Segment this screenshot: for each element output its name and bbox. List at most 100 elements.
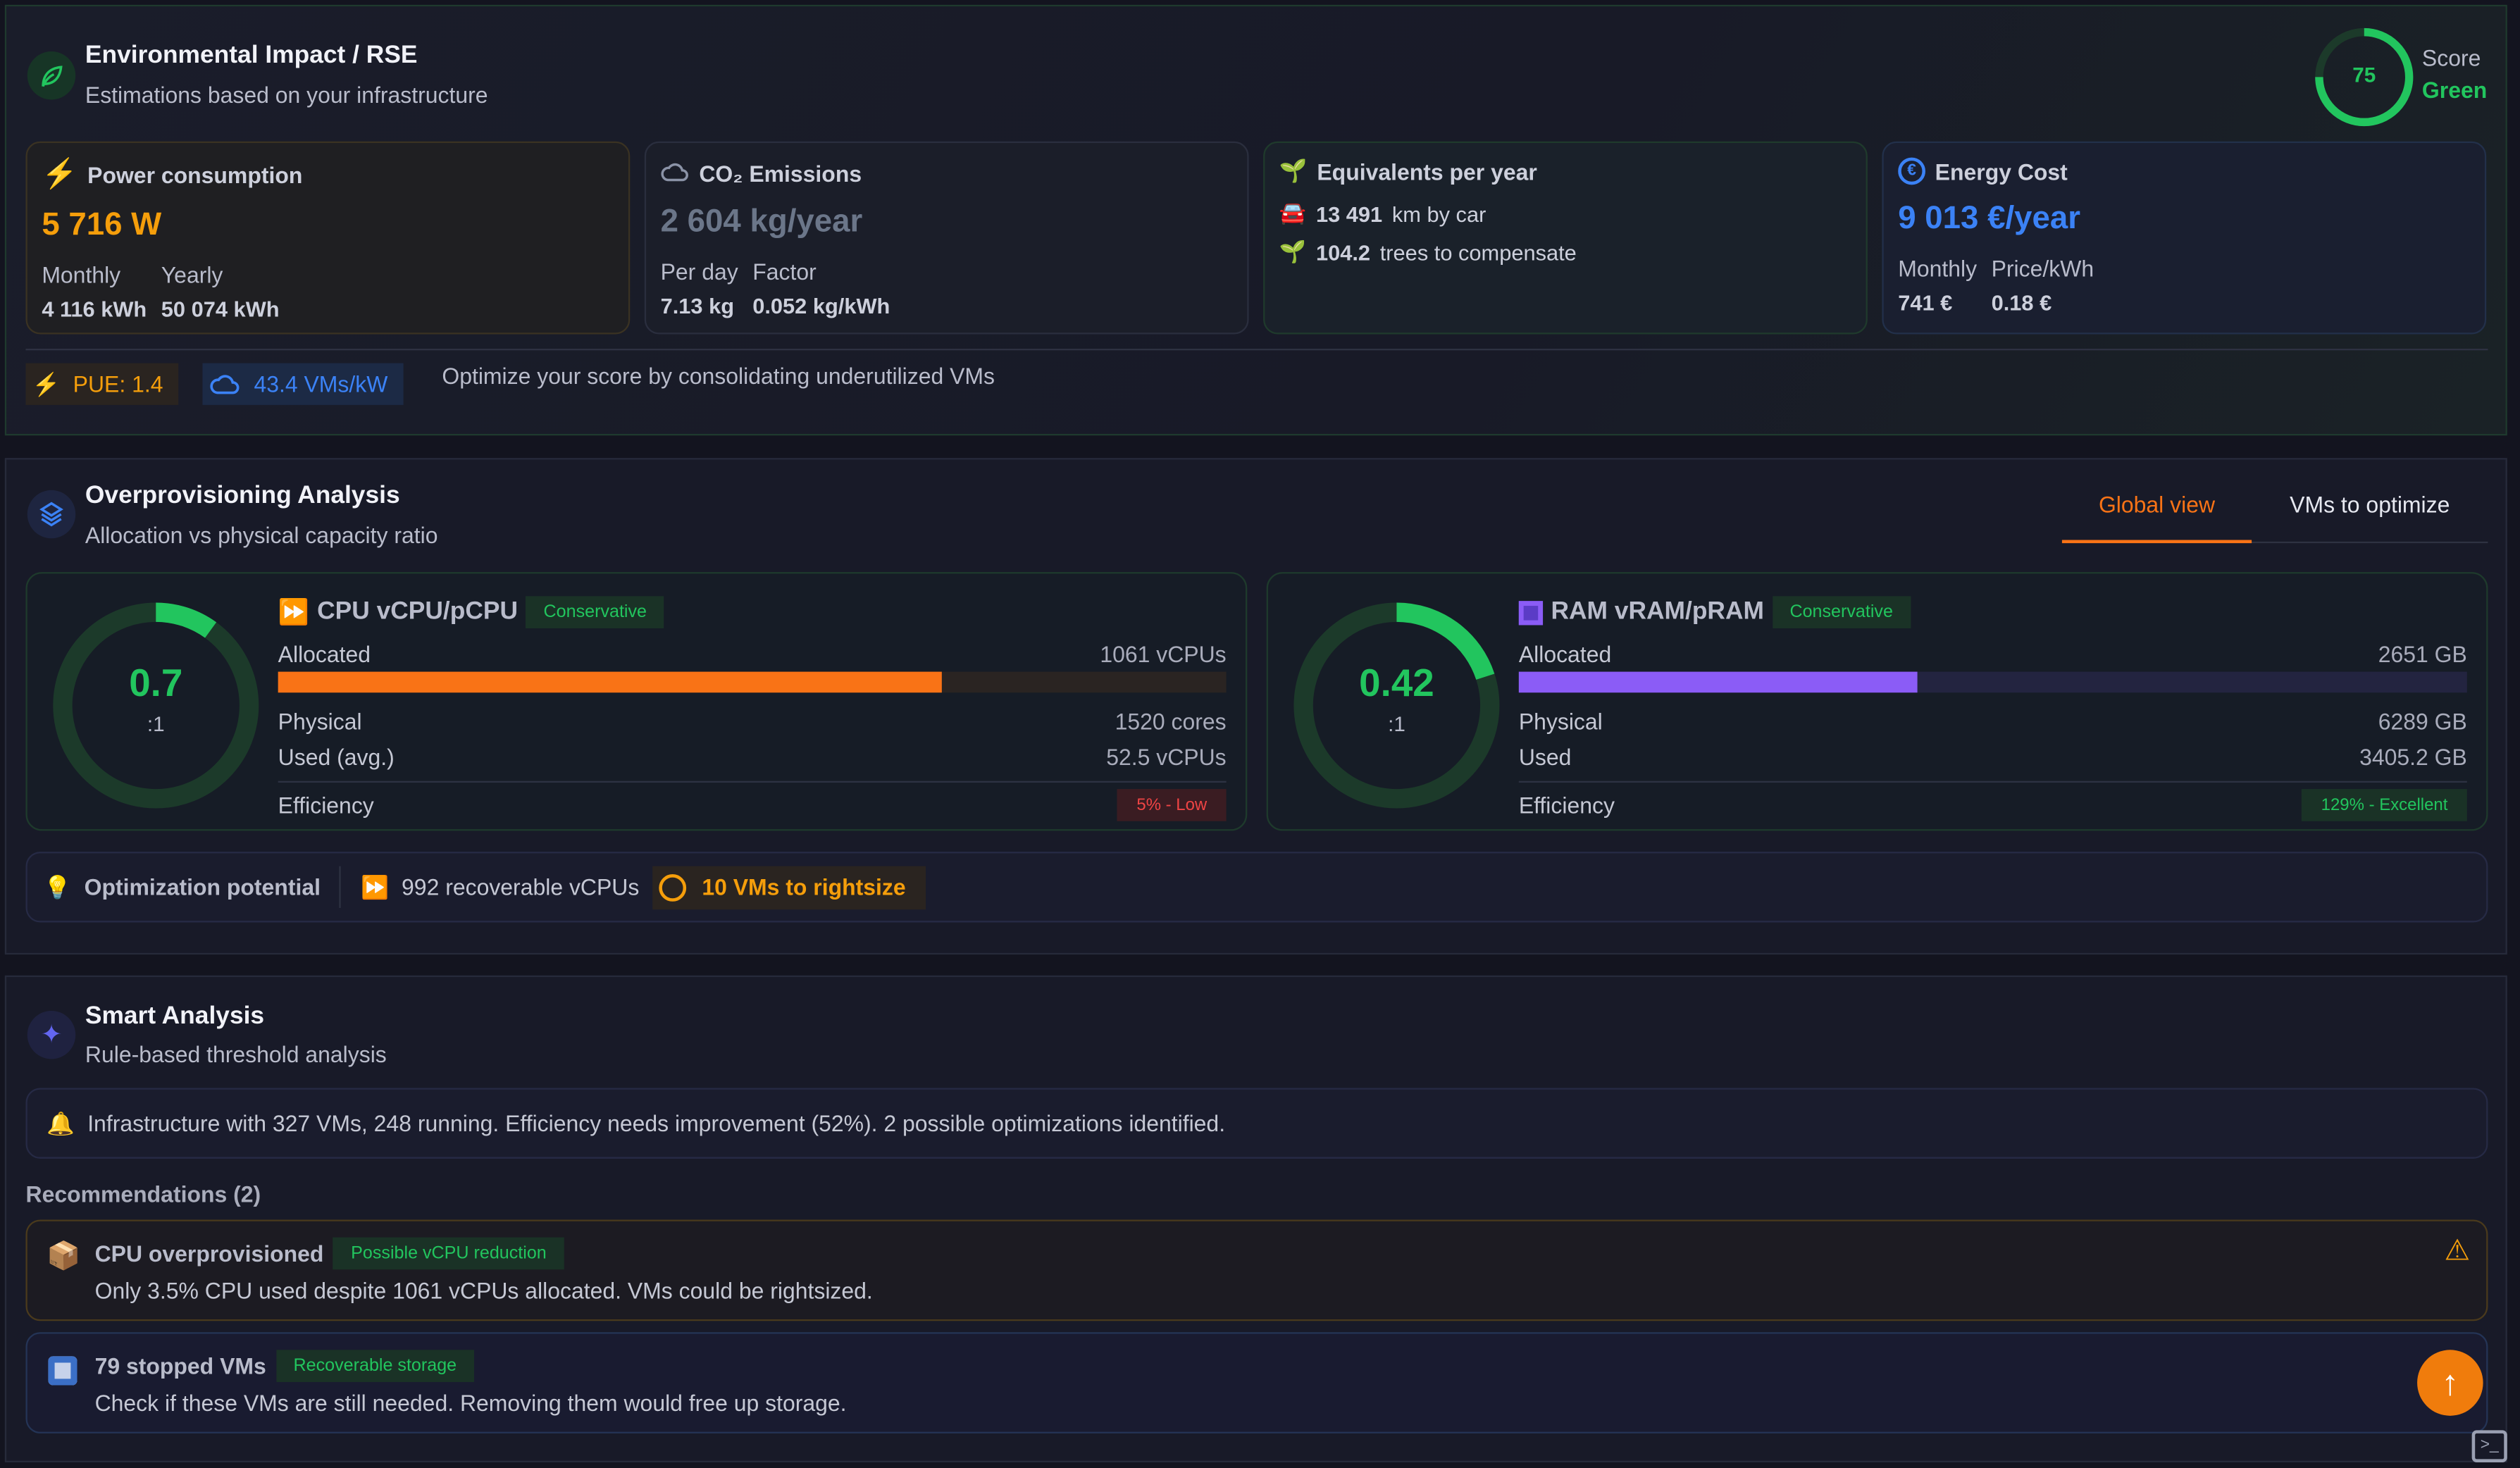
efficiency-badge: 129% - Excellent	[2302, 789, 2467, 821]
used-value: 52.5 vCPUs	[1106, 744, 1227, 770]
label: Monthly	[42, 261, 121, 288]
car-label: km by car	[1391, 201, 1486, 226]
factor-value: 0.052 kg/kWh	[752, 294, 890, 318]
summary-text: Infrastructure with 327 VMs, 248 running…	[87, 1110, 1226, 1136]
ram-ratio-value: 0.42	[1359, 661, 1434, 706]
fast-forward-icon: ⏩	[278, 598, 309, 626]
overprovisioning-section: Overprovisioning Analysis Allocation vs …	[4, 458, 2507, 955]
scroll-to-top-button[interactable]: ↑	[2417, 1350, 2483, 1416]
environmental-impact-section: Environmental Impact / RSE Estimations b…	[4, 4, 2507, 436]
rec-title: 79 stopped VMs	[94, 1352, 266, 1379]
cloud-icon	[209, 369, 242, 399]
score-ring	[2315, 27, 2414, 127]
label: Efficiency	[1518, 792, 1615, 819]
yearly-value: 50 074 kWh	[161, 297, 280, 322]
rec-description: Only 3.5% CPU used despite 1061 vCPUs al…	[94, 1277, 873, 1304]
vms-per-kw-badge: 43.4 VMs/kW	[202, 363, 404, 405]
fast-forward-icon: ⏩	[361, 873, 389, 900]
conservative-badge: Conservative	[1772, 596, 1911, 628]
ram-title: RAM vRAM/pRAM	[1551, 597, 1764, 626]
ram-ratio-gauge	[1293, 602, 1500, 809]
label: Allocated	[278, 641, 371, 667]
label: Used	[1518, 744, 1572, 770]
rightsize-badge[interactable]: 10 VMs to rightsize	[652, 865, 925, 909]
recommendation-item[interactable]: 79 stopped VMs Recoverable storage Check …	[25, 1332, 2488, 1433]
leaf-icon	[27, 51, 76, 100]
recommendation-item[interactable]: 📦 CPU overprovisioned Possible vCPU reduc…	[25, 1219, 2488, 1321]
physical-value: 6289 GB	[2378, 709, 2467, 735]
rocket-icon: 🔔	[46, 1109, 75, 1136]
section-title: Environmental Impact / RSE	[85, 42, 418, 70]
tabs-divider	[2061, 541, 2488, 544]
allocated-value: 2651 GB	[2378, 641, 2467, 667]
divider	[25, 349, 2488, 351]
label: Factor	[752, 259, 817, 285]
label: Used (avg.)	[278, 744, 395, 770]
section-subtitle: Allocation vs physical capacity ratio	[85, 522, 438, 548]
monthly-value: 4 116 kWh	[42, 297, 147, 322]
trees-label: trees to compensate	[1379, 240, 1577, 265]
section-title: Smart Analysis	[85, 1002, 265, 1031]
layers-icon	[27, 490, 76, 539]
tab-vms-to-optimize[interactable]: VMs to optimize	[2290, 492, 2450, 518]
label: Physical	[1518, 709, 1603, 735]
ram-allocation-bar	[1518, 671, 2467, 693]
vms-per-kw-value: 43.4 VMs/kW	[254, 371, 388, 397]
cpu-ratio-value: 0.7	[129, 661, 183, 706]
co2-value: 2 604 kg/year	[660, 204, 863, 240]
warning-icon: ⚠	[2444, 1234, 2471, 1267]
lightning-icon: ⚡	[32, 370, 61, 397]
section-subtitle: Estimations based on your infrastructure	[85, 82, 488, 108]
rec-description: Check if these VMs are still needed. Rem…	[94, 1390, 847, 1416]
cloud-icon	[661, 158, 690, 188]
score-value: 75	[2352, 62, 2376, 87]
terminal-icon[interactable]: >_	[2471, 1430, 2507, 1462]
sprout-icon: 🌱	[1279, 239, 1307, 264]
label: Efficiency	[278, 792, 374, 819]
card-title: CO₂ Emissions	[699, 159, 862, 186]
sprout-icon: 🌱	[1279, 157, 1308, 184]
cost-value: 9 013 €/year	[1898, 201, 2081, 237]
co2-card: CO₂ Emissions 2 604 kg/year Per day 7.13 …	[644, 141, 1249, 335]
card-title: Energy Cost	[1935, 158, 2068, 185]
tip-text: Optimize your score by consolidating und…	[442, 363, 995, 390]
efficiency-badge: 5% - Low	[1117, 789, 1227, 821]
trend-icon	[658, 873, 686, 901]
used-value: 3405.2 GB	[2359, 744, 2467, 770]
sparkles-icon: ✦	[27, 1010, 76, 1059]
cpu-title: CPU vCPU/pCPU	[317, 597, 519, 626]
perday-value: 7.13 kg	[660, 294, 735, 318]
pue-badge: ⚡ PUE: 1.4	[25, 363, 180, 405]
summary-box: 🔔 Infrastructure with 327 VMs, 248 runnin…	[25, 1088, 2488, 1159]
lightning-icon: ⚡	[42, 157, 78, 190]
smart-analysis-section: ✦ Smart Analysis Rule-based threshold an…	[4, 975, 2507, 1462]
power-card: ⚡ Power consumption 5 716 W Monthly 4 116 …	[25, 141, 631, 335]
card-title: Power consumption	[87, 161, 303, 187]
score-label: Score	[2421, 44, 2481, 71]
label: Allocated	[1518, 641, 1612, 667]
physical-value: 1520 cores	[1115, 709, 1227, 735]
cpu-allocation-bar	[278, 671, 1227, 693]
rec-badge: Possible vCPU reduction	[333, 1237, 564, 1270]
label: Yearly	[161, 261, 223, 288]
euro-icon: €	[1898, 157, 1925, 185]
label: Per day	[660, 259, 738, 285]
rec-badge: Recoverable storage	[275, 1350, 475, 1382]
equivalents-card: 🌱 Equivalents per year 🚘 13 491 km by car 🌱…	[1263, 141, 1868, 335]
cpu-ratio-gauge	[53, 602, 259, 809]
recoverable-vcpus: 992 recoverable vCPUs	[402, 874, 640, 900]
package-icon: 📦	[46, 1240, 81, 1271]
monthly-cost: 741 €	[1898, 290, 1953, 316]
label: Price/kWh	[1991, 255, 2094, 282]
car-icon: 🚘	[1279, 201, 1307, 225]
tab-global-view[interactable]: Global view	[2061, 492, 2252, 544]
ratio-suffix: :1	[147, 711, 165, 736]
pue-value: PUE: 1.4	[73, 371, 163, 397]
car-value: 13 491	[1315, 201, 1383, 226]
section-subtitle: Rule-based threshold analysis	[85, 1041, 387, 1067]
allocated-value: 1061 vCPUs	[1100, 641, 1227, 667]
label: Physical	[278, 709, 362, 735]
lightbulb-icon: 💡	[43, 873, 72, 900]
ram-ratio-card: 0.42 :1 RAM vRAM/pRAM Conservative Alloca…	[1266, 572, 2488, 831]
rec-title: CPU overprovisioned	[94, 1240, 324, 1267]
